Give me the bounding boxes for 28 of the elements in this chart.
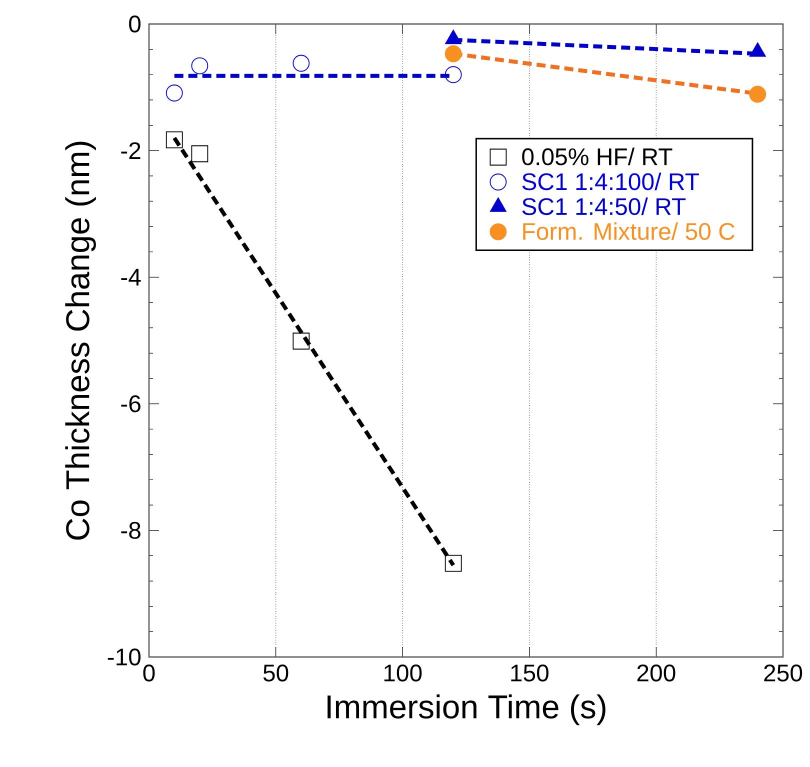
x-axis-title: Immersion Time (s) [328, 694, 606, 726]
legend-label: 0.05% HF/ RT [522, 148, 672, 166]
legend-label: SC1 1:4:50/ RT [522, 197, 686, 216]
point [191, 57, 208, 74]
point [292, 332, 310, 350]
x-tick-label: 250 [764, 664, 802, 682]
y-axis-title: Co Thickness Change (nm) [65, 142, 96, 540]
x-tick-label: 0 [143, 664, 155, 682]
point [444, 554, 462, 572]
y-tick-label: -6 [121, 395, 140, 412]
y-tick-label: 0 [129, 15, 141, 32]
point [191, 145, 208, 162]
point [749, 86, 766, 103]
y-tick-label: -4 [121, 268, 141, 286]
legend-label: SC1 1:4:100/ RT [522, 172, 699, 190]
point [444, 66, 462, 84]
legend-label: Form. Mixture/ 50 C [523, 222, 735, 240]
y-tick-label: -2 [121, 142, 140, 159]
point [166, 84, 183, 102]
x-tick-label: 200 [637, 664, 676, 682]
point [166, 131, 183, 148]
x-tick-label: 150 [511, 664, 548, 682]
y-tick-label: -8 [121, 522, 140, 539]
x-tick-label: 100 [384, 664, 422, 682]
y-tick-label: -10 [108, 648, 141, 666]
x-tick-label: 50 [263, 664, 288, 682]
point [444, 45, 462, 62]
point [292, 54, 310, 72]
